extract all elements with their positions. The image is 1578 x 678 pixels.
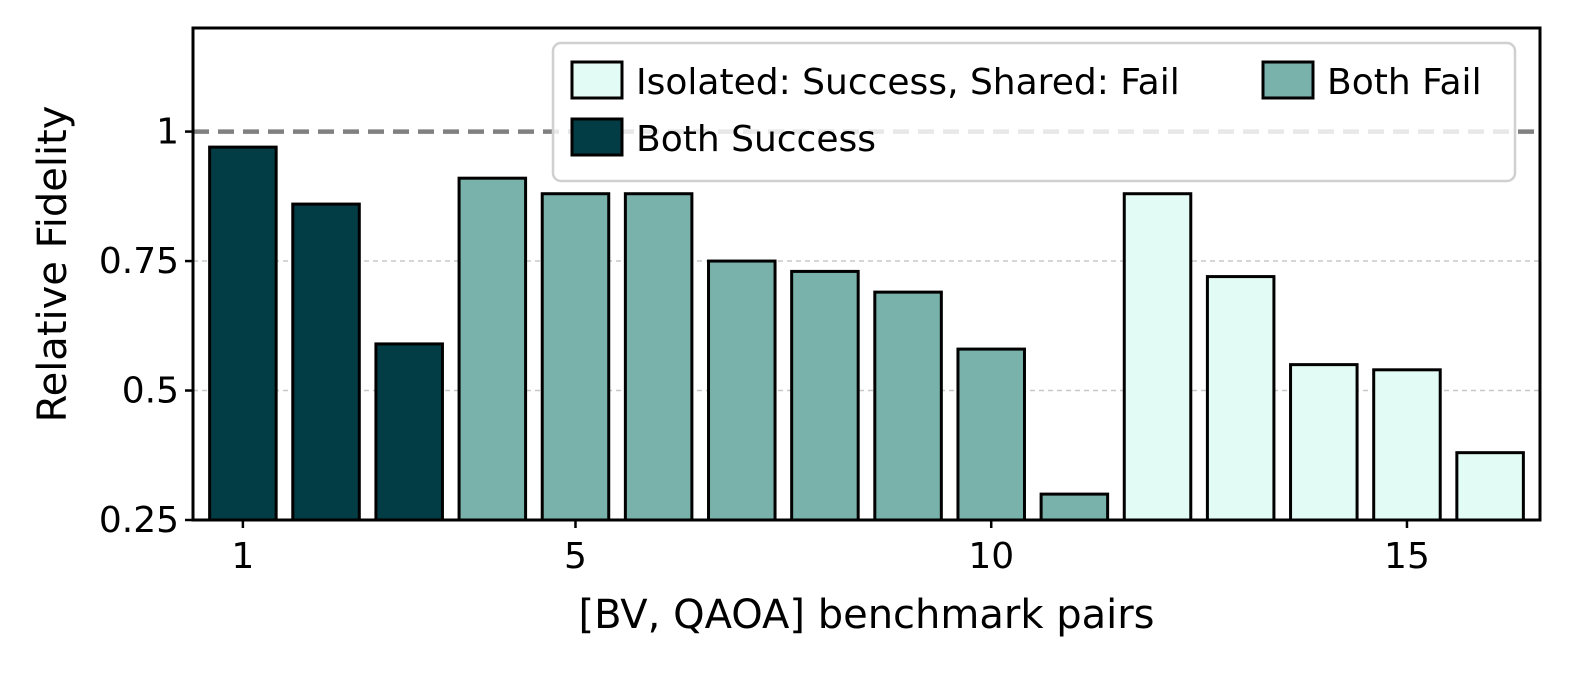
x-axis-title: [BV, QAOA] benchmark pairs [578, 592, 1154, 638]
bar-pair-13 [1205, 275, 1276, 522]
legend: Isolated: Success, Shared: Fail Both Fai… [551, 41, 1517, 183]
bar-pair-4 [457, 176, 528, 522]
legend-swatch-both-success [570, 117, 624, 157]
bar-pair-6 [623, 192, 694, 522]
legend-label-both-success: Both Success [636, 119, 876, 160]
bar-pair-9 [873, 290, 943, 522]
y-tick-label: 0.5 [122, 371, 179, 412]
bar-pair-3 [374, 342, 444, 522]
bar-pair-12 [1122, 192, 1193, 522]
y-tick-label: 0.25 [99, 500, 179, 541]
bar-pair-14 [1289, 363, 1359, 522]
legend-label-both-fail: Both Fail [1327, 62, 1482, 103]
plot-frame [191, 26, 1542, 522]
bar-pair-16 [1455, 451, 1525, 522]
y-axis-title: Relative Fidelity [30, 106, 76, 423]
legend-swatch-isolated-success-shared-fail [570, 60, 624, 100]
bar-pair-10 [956, 347, 1026, 522]
x-tick-label: 15 [1384, 536, 1430, 577]
x-tick-label: 1 [231, 536, 254, 577]
y-tick-label: 0.75 [99, 241, 179, 282]
bar-pair-1 [208, 145, 278, 522]
legend-swatch-both-fail [1261, 60, 1315, 100]
bar-pair-15 [1372, 368, 1442, 522]
x-tick-label: 10 [968, 536, 1014, 577]
bar-pair-11 [1039, 492, 1110, 522]
x-tick-label: 5 [564, 536, 587, 577]
bar-pair-5 [540, 192, 611, 522]
legend-label-isolated-success-shared-fail: Isolated: Success, Shared: Fail [636, 62, 1180, 103]
bar-pair-2 [291, 202, 361, 522]
bars-layer [208, 145, 1525, 522]
bar-pair-8 [790, 269, 860, 522]
bar-pair-7 [707, 259, 777, 522]
y-tick-label: 1 [156, 112, 179, 153]
